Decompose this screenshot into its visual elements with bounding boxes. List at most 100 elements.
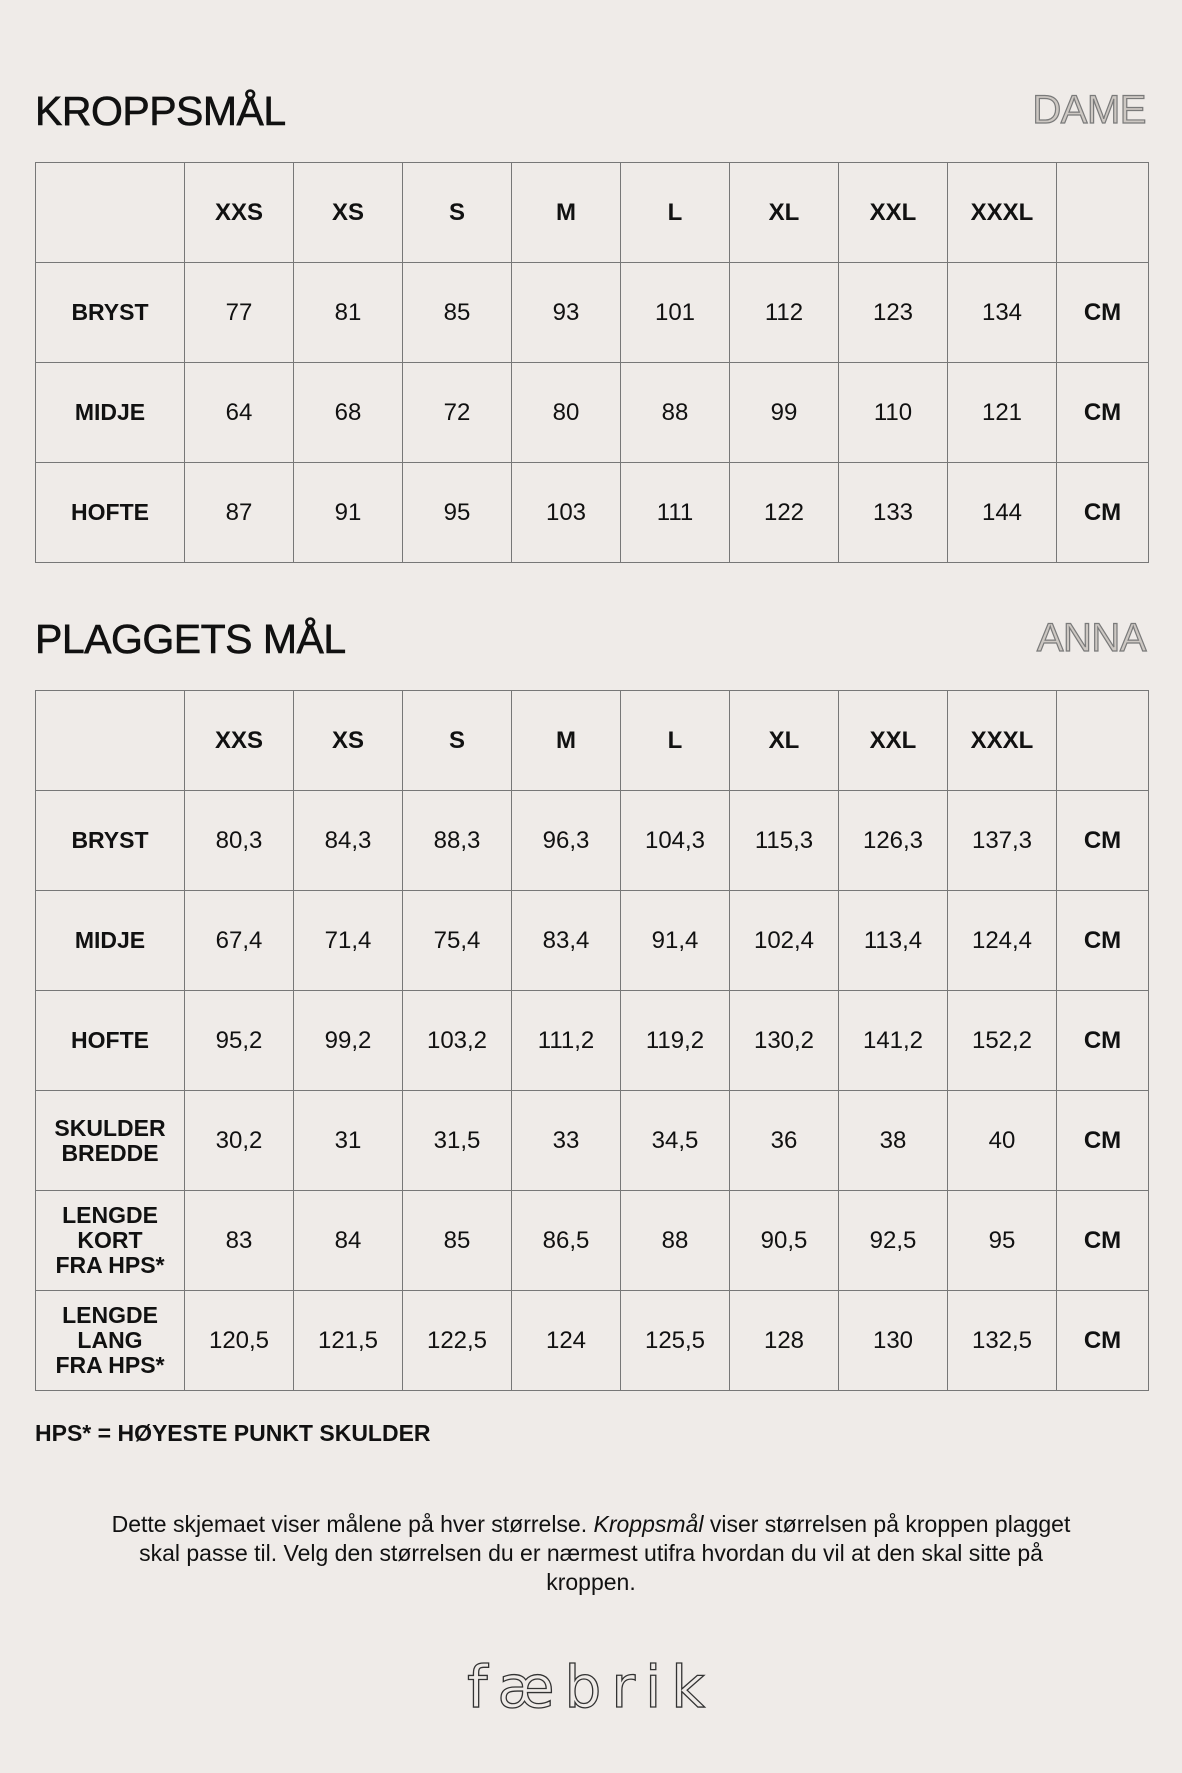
description-text: Dette skjemaet viser målene på hver stør… (100, 1510, 1082, 1597)
measurement-cell: 67,4 (184, 890, 294, 991)
table-row: LENGDE KORT FRA HPS* 83 84 85 86,5 88 90,5 92,5… (35, 1190, 1149, 1291)
measurement-cell: 90,5 (729, 1190, 839, 1291)
size-header: L (620, 690, 730, 791)
measurement-cell: 95 (402, 462, 512, 563)
unit-cell: CM (1056, 1090, 1149, 1191)
measurement-cell: 124,4 (947, 890, 1057, 991)
measurement-cell: 86,5 (511, 1190, 621, 1291)
measurement-cell: 85 (402, 262, 512, 363)
measurement-cell: 38 (838, 1090, 948, 1191)
measurement-cell: 84,3 (293, 790, 403, 891)
measurement-cell: 132,5 (947, 1290, 1057, 1391)
product-tag: ANNA (1036, 615, 1147, 660)
measurement-cell: 125,5 (620, 1290, 730, 1391)
size-header: L (620, 162, 730, 263)
fabrik-logo: fæbrik (0, 1652, 1182, 1727)
table-row: BRYST 77 81 85 93 101 112 123 134 CM (35, 262, 1149, 363)
row-label: HOFTE (35, 462, 185, 563)
size-header: M (511, 690, 621, 791)
unit-cell: CM (1056, 790, 1149, 891)
measurement-cell: 68 (293, 362, 403, 463)
measurement-cell: 88,3 (402, 790, 512, 891)
measurement-cell: 144 (947, 462, 1057, 563)
measurement-cell: 124 (511, 1290, 621, 1391)
measurement-cell: 111 (620, 462, 730, 563)
measurement-cell: 87 (184, 462, 294, 563)
row-label: HOFTE (35, 990, 185, 1091)
description-emphasis: Kroppsmål (593, 1511, 704, 1537)
size-header: XXL (838, 690, 948, 791)
table-row: HOFTE 87 91 95 103 111 122 133 144 CM (35, 462, 1149, 563)
size-header: XL (729, 690, 839, 791)
empty-cell (35, 690, 185, 791)
measurement-cell: 95 (947, 1190, 1057, 1291)
unit-cell: CM (1056, 462, 1149, 563)
size-header: S (402, 690, 512, 791)
measurement-cell: 72 (402, 362, 512, 463)
table-row: LENGDE LANG FRA HPS* 120,5 121,5 122,5 124 12… (35, 1290, 1149, 1391)
size-header: M (511, 162, 621, 263)
table-row: SKULDER BREDDE 30,2 31 31,5 33 34,5 36 38 40 CM (35, 1090, 1149, 1191)
row-label: BRYST (35, 262, 185, 363)
row-label: BRYST (35, 790, 185, 891)
measurement-cell: 88 (620, 362, 730, 463)
row-label: MIDJE (35, 362, 185, 463)
row-label: LENGDE LANG FRA HPS* (35, 1290, 185, 1391)
measurement-cell: 103,2 (402, 990, 512, 1091)
measurement-cell: 111,2 (511, 990, 621, 1091)
row-label: LENGDE KORT FRA HPS* (35, 1190, 185, 1291)
measurement-cell: 119,2 (620, 990, 730, 1091)
table-row: MIDJE 67,4 71,4 75,4 83,4 91,4 102,4 113,4 124,4… (35, 890, 1149, 991)
size-header: XS (293, 162, 403, 263)
measurement-cell: 31 (293, 1090, 403, 1191)
measurement-cell: 123 (838, 262, 948, 363)
measurement-cell: 95,2 (184, 990, 294, 1091)
measurement-cell: 91,4 (620, 890, 730, 991)
measurement-cell: 30,2 (184, 1090, 294, 1191)
svg-text:fæbrik: fæbrik (467, 1653, 715, 1721)
measurement-cell: 121 (947, 362, 1057, 463)
measurement-cell: 85 (402, 1190, 512, 1291)
body-measurements-title: KROPPSMÅL (35, 88, 287, 135)
table-row: HOFTE 95,2 99,2 103,2 111,2 119,2 130,2 141,2 15… (35, 990, 1149, 1091)
measurement-cell: 110 (838, 362, 948, 463)
measurement-cell: 121,5 (293, 1290, 403, 1391)
measurement-cell: 93 (511, 262, 621, 363)
unit-cell: CM (1056, 990, 1149, 1091)
row-label: SKULDER BREDDE (35, 1090, 185, 1191)
measurement-cell: 81 (293, 262, 403, 363)
description-part: Dette skjemaet viser målene på hver stør… (111, 1511, 594, 1537)
size-header: S (402, 162, 512, 263)
measurement-cell: 92,5 (838, 1190, 948, 1291)
measurement-cell: 36 (729, 1090, 839, 1191)
measurement-cell: 80,3 (184, 790, 294, 891)
size-header: XXS (184, 690, 294, 791)
size-header: XXXL (947, 690, 1057, 791)
size-header: XL (729, 162, 839, 263)
measurement-cell: 113,4 (838, 890, 948, 991)
empty-cell (35, 162, 185, 263)
measurement-cell: 88 (620, 1190, 730, 1291)
measurement-cell: 31,5 (402, 1090, 512, 1191)
unit-cell: CM (1056, 362, 1149, 463)
measurement-cell: 103 (511, 462, 621, 563)
measurement-cell: 71,4 (293, 890, 403, 991)
unit-cell: CM (1056, 1190, 1149, 1291)
garment-measurements-title: PLAGGETS MÅL (35, 616, 347, 663)
measurement-cell: 40 (947, 1090, 1057, 1191)
measurement-cell: 75,4 (402, 890, 512, 991)
gender-tag: DAME (1032, 87, 1147, 132)
measurement-cell: 120,5 (184, 1290, 294, 1391)
empty-cell (1056, 690, 1149, 791)
body-measurements-table: XXS XS S M L XL XXL XXXL BRYST 77 81 85 93 101 112 123 1… (35, 162, 1149, 563)
measurement-cell: 77 (184, 262, 294, 363)
table-row: MIDJE 64 68 72 80 88 99 110 121 CM (35, 362, 1149, 463)
measurement-cell: 130,2 (729, 990, 839, 1091)
measurement-cell: 102,4 (729, 890, 839, 991)
measurement-cell: 99,2 (293, 990, 403, 1091)
measurement-cell: 34,5 (620, 1090, 730, 1191)
measurement-cell: 152,2 (947, 990, 1057, 1091)
unit-cell: CM (1056, 890, 1149, 991)
size-header-row: XXS XS S M L XL XXL XXXL (35, 162, 1149, 263)
table-row: BRYST 80,3 84,3 88,3 96,3 104,3 115,3 126,3 137,… (35, 790, 1149, 891)
